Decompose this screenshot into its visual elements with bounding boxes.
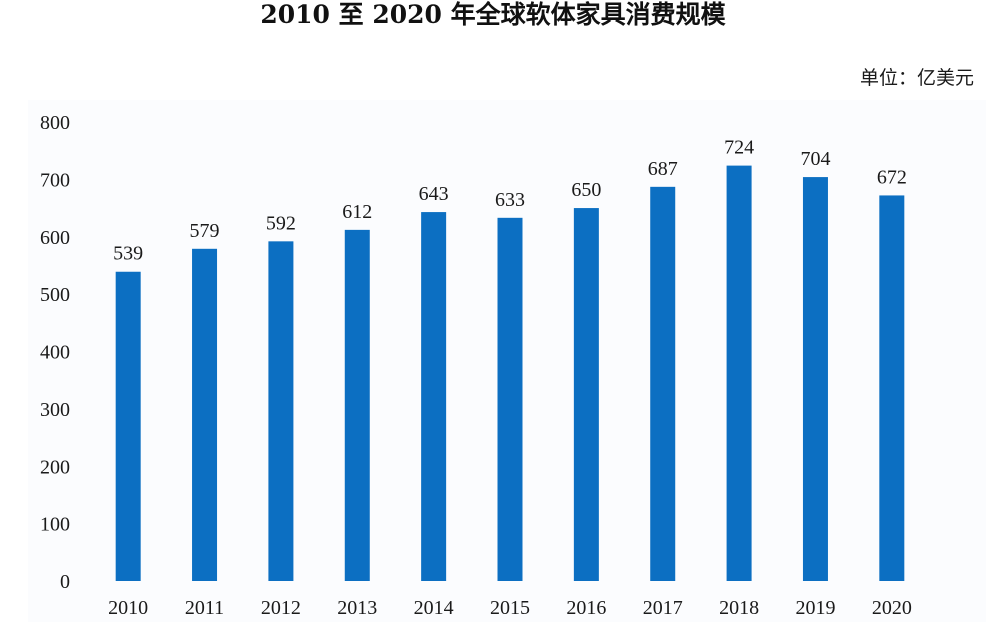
x-tick-label-2019: 2019 [795, 597, 835, 619]
data-label-2014: 643 [419, 183, 449, 205]
y-tick-label: 300 [40, 399, 70, 421]
data-label-2017: 687 [648, 158, 678, 180]
x-tick-label-2016: 2016 [566, 597, 606, 619]
bar-2010 [115, 271, 141, 581]
bar-2011 [192, 248, 218, 581]
bar-2018 [726, 165, 752, 582]
bar-2012 [268, 241, 294, 581]
x-tick-label-2015: 2015 [490, 597, 530, 619]
bar-2019 [802, 177, 828, 581]
y-tick-label: 100 [40, 514, 70, 536]
y-tick-label: 500 [40, 284, 70, 306]
data-label-2012: 592 [266, 212, 296, 234]
bars [115, 165, 905, 582]
data-label-2015: 633 [495, 189, 525, 211]
bar-2020 [879, 195, 905, 581]
y-tick-label: 0 [60, 571, 70, 593]
bar-2015 [497, 217, 523, 581]
data-label-2018: 724 [724, 137, 754, 159]
data-label-2020: 672 [877, 166, 907, 188]
x-tick-label-2011: 2011 [185, 597, 224, 619]
y-tick-label: 700 [40, 169, 70, 191]
x-tick-label-2020: 2020 [872, 597, 912, 619]
data-label-2016: 650 [571, 179, 601, 201]
y-tick-label: 200 [40, 456, 70, 478]
y-tick-label: 800 [40, 112, 70, 134]
bar-2016 [573, 208, 599, 581]
y-axis: 0 100 200 300 400 500 600 700 800 [40, 112, 70, 593]
data-label-2011: 579 [190, 220, 220, 242]
x-tick-label-2010: 2010 [108, 597, 148, 619]
data-label-2019: 704 [800, 148, 830, 170]
unit-label: 单位：亿美元 [859, 67, 974, 89]
bar-2014 [421, 212, 447, 582]
data-label-2010: 539 [113, 243, 143, 265]
x-tick-label-2017: 2017 [643, 597, 683, 619]
chart-title: 2010 至 2020 年全球软体家具消费规模 [260, 0, 726, 29]
data-labels: 539 579 592 612 643 633 650 687 724 704 672 [113, 137, 907, 265]
x-axis: 2010 2011 2012 2013 2014 2015 2016 2017 2018 2019… [108, 597, 912, 619]
x-tick-label-2012: 2012 [261, 597, 301, 619]
bar-2013 [344, 229, 370, 582]
data-label-2013: 612 [342, 201, 372, 223]
bar-2017 [650, 186, 676, 582]
x-tick-label-2013: 2013 [337, 597, 377, 619]
x-tick-label-2018: 2018 [719, 597, 759, 619]
y-tick-label: 600 [40, 227, 70, 249]
y-tick-label: 400 [40, 342, 70, 364]
x-tick-label-2014: 2014 [414, 597, 454, 619]
